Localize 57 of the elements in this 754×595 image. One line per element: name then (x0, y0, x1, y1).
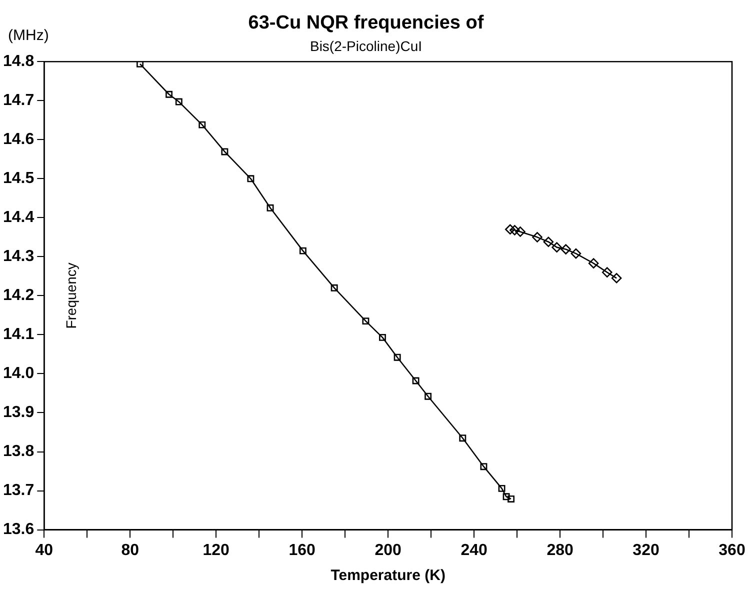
y-tick-label: 13.6 (3, 521, 34, 538)
y-tick-label: 14.0 (3, 365, 34, 382)
point (459, 434, 466, 442)
x-tick-label: 160 (288, 542, 316, 559)
point (552, 242, 562, 252)
y-tick-label: 14.2 (3, 287, 34, 304)
y-tick-label: 14.3 (3, 248, 34, 266)
x-axis-title: Temperature (K) (330, 567, 446, 584)
point (532, 232, 542, 242)
point (221, 148, 228, 156)
x-tick-label: 320 (632, 542, 660, 559)
y-tick-label: 14.6 (3, 131, 34, 148)
x-tick-label: 200 (374, 542, 402, 559)
point (299, 247, 306, 254)
y-tick-label: 13.9 (3, 404, 34, 422)
x-tick-label: 240 (460, 542, 488, 559)
point (510, 225, 520, 236)
x-tick-label: 40 (35, 542, 54, 559)
point (480, 463, 488, 470)
point (424, 392, 432, 400)
point (175, 98, 182, 106)
x-tick-label: 80 (121, 542, 140, 559)
point (515, 226, 526, 237)
point (379, 334, 386, 341)
y-tick-label: 14.1 (3, 326, 34, 344)
point (330, 284, 338, 292)
chart-title: 63-Cu NQR frequencies of (248, 12, 484, 34)
point (588, 258, 599, 268)
point (198, 121, 206, 128)
point (502, 493, 510, 500)
text: (MHz) (8, 27, 49, 44)
point (412, 377, 420, 384)
y-tick-label: 13.8 (3, 443, 34, 460)
point (266, 204, 274, 212)
point (543, 236, 554, 248)
point (508, 496, 515, 502)
y-tick-label: 14.5 (3, 170, 34, 188)
point (136, 62, 144, 68)
x-tick-label: 280 (546, 542, 574, 559)
point (602, 267, 612, 278)
point (247, 175, 254, 182)
y-tick-label: 13.7 (3, 482, 34, 500)
y-tick-label: 14.7 (3, 92, 34, 110)
chart-subtitle: Bis(2-Picoline)CuI (310, 38, 422, 54)
point (362, 318, 370, 325)
point (611, 272, 622, 284)
x-tick-label: 360 (718, 542, 746, 559)
y-tick-label: 14.4 (3, 209, 34, 226)
point (505, 224, 516, 235)
point (166, 90, 173, 98)
point (394, 354, 401, 361)
point (498, 484, 506, 492)
x-tick-label: 120 (202, 542, 230, 559)
point (560, 244, 571, 254)
y-axis-title: Frequency (63, 262, 79, 329)
point (570, 248, 582, 259)
y-tick-label: 14.8 (3, 53, 34, 70)
